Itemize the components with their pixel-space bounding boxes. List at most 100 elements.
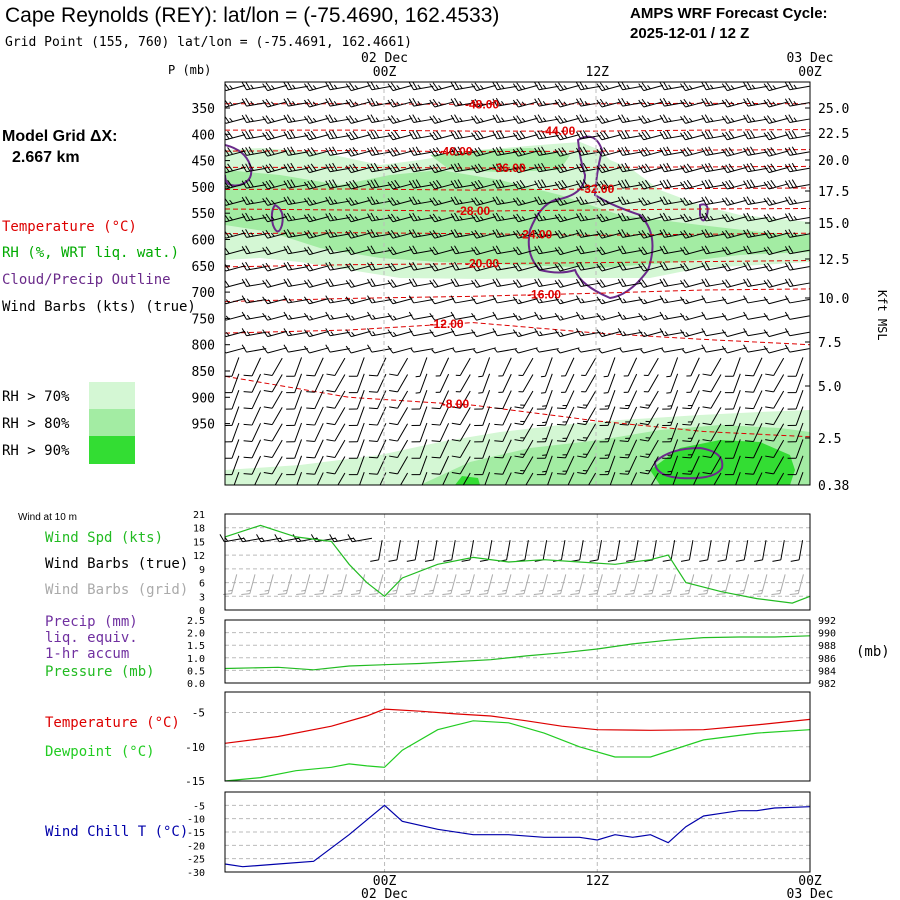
wind-barb — [554, 179, 580, 190]
station-title: Cape Reynolds (REY): lat/lon = (-75.4690… — [5, 4, 499, 27]
wind-barb — [367, 328, 392, 337]
wind-barb — [283, 344, 309, 353]
wind-barb — [536, 406, 553, 426]
wind-barb — [471, 179, 496, 190]
cloud-outline-5 — [653, 446, 724, 480]
isotherm-label: -32.00 — [580, 182, 614, 196]
wind-barb — [512, 147, 538, 157]
wind-barb — [241, 344, 267, 353]
wind-barb — [680, 82, 705, 92]
wind-barb — [554, 246, 580, 256]
wind-barb — [702, 390, 722, 409]
wind-barb — [743, 162, 768, 173]
wind-barb — [408, 82, 434, 91]
wind-barb — [408, 229, 434, 238]
wind-barb — [411, 406, 428, 426]
wind-barb — [303, 147, 329, 157]
wind-grid — [225, 513, 810, 611]
wind-barb — [325, 82, 350, 91]
rh90-region-small — [455, 476, 480, 485]
wind-barb — [303, 312, 329, 321]
wind-barb — [617, 212, 643, 222]
wind-barb — [367, 311, 392, 320]
height-tick-label: 20.0 — [818, 154, 849, 169]
wind-barbs-true-legend: Wind Barbs (true) — [45, 556, 188, 572]
height-tick-label: 10.0 — [818, 292, 849, 307]
wind-barb — [763, 213, 789, 223]
wind-barb — [387, 230, 413, 239]
windchill-legend: Wind Chill T (°C) — [45, 824, 188, 840]
wind-barb — [225, 262, 246, 272]
wind-barb — [576, 97, 601, 107]
wind-barb — [565, 472, 575, 485]
wind-barb — [599, 422, 616, 443]
wind-barb — [619, 439, 638, 459]
wind-barb — [225, 98, 246, 108]
wind-barb — [554, 163, 580, 174]
wind-barb — [241, 212, 267, 222]
wind-barb — [241, 229, 267, 238]
wind-barb — [348, 373, 365, 394]
pressure-units: (mb) — [856, 644, 890, 660]
wind-barb — [303, 230, 329, 239]
wind-barb — [638, 115, 664, 124]
wind-barb — [492, 229, 517, 238]
wind-barb — [512, 98, 538, 108]
wind-barb — [492, 278, 517, 288]
wind-barb — [717, 540, 730, 562]
model-grid-value: 2.667 km — [12, 149, 80, 166]
wind-barb — [638, 296, 664, 305]
wind-barb — [225, 455, 240, 476]
wind-barb — [397, 472, 409, 485]
wind-barb — [773, 472, 785, 485]
wind-barb — [784, 130, 810, 140]
wind-barb — [680, 262, 705, 272]
y-tick-label: -10 — [187, 815, 205, 826]
wind-barb — [743, 179, 768, 189]
wind-barb — [743, 261, 768, 271]
wind-barb — [556, 347, 580, 354]
wind-barb — [763, 197, 789, 206]
wind-barb — [753, 472, 763, 485]
wind-barb — [492, 311, 517, 320]
wind-barb — [680, 279, 705, 288]
wind-barb — [619, 423, 638, 442]
isotherm-line — [225, 232, 810, 236]
wind-barb — [408, 245, 434, 255]
wind-barb — [721, 163, 747, 174]
wind-barb — [387, 312, 413, 321]
wind-barb — [492, 146, 517, 156]
wind-barb — [512, 279, 538, 288]
wind-barb — [492, 82, 517, 91]
wind-barb — [701, 162, 726, 173]
wind-barb — [638, 230, 664, 239]
isotherm-line — [225, 260, 810, 268]
wind-barb — [367, 229, 392, 238]
y-tick-label-right: 990 — [818, 629, 836, 640]
wind-barb — [225, 357, 240, 377]
wind-barb — [450, 295, 476, 304]
wind-barb — [387, 197, 413, 206]
wind-barb — [765, 439, 785, 458]
wind-barb — [536, 390, 553, 410]
wind-barb — [471, 262, 496, 272]
wind-barb — [348, 439, 365, 459]
wind-barb — [763, 246, 789, 256]
wind-barb — [474, 390, 491, 410]
wind-barb — [451, 390, 471, 409]
wind-barb — [262, 98, 288, 108]
height-ticks: 25.0 22.5 20.0 17.5 15.0 12.5 10.0 7.5 5.0 2.5 0.3… — [805, 102, 849, 494]
wind-barb — [303, 163, 329, 174]
wind-barb — [701, 114, 726, 124]
wind-barb — [262, 246, 288, 256]
wind-barb — [431, 423, 450, 442]
wind-barb — [306, 406, 324, 426]
wind-barb — [450, 212, 476, 222]
wind-barb — [512, 213, 538, 223]
wind-barb — [450, 97, 476, 107]
wind-barb — [686, 373, 700, 393]
wind-barb — [367, 212, 392, 222]
wind-barb — [576, 245, 601, 255]
wind-barb — [406, 540, 420, 562]
wind-barb — [596, 82, 622, 92]
